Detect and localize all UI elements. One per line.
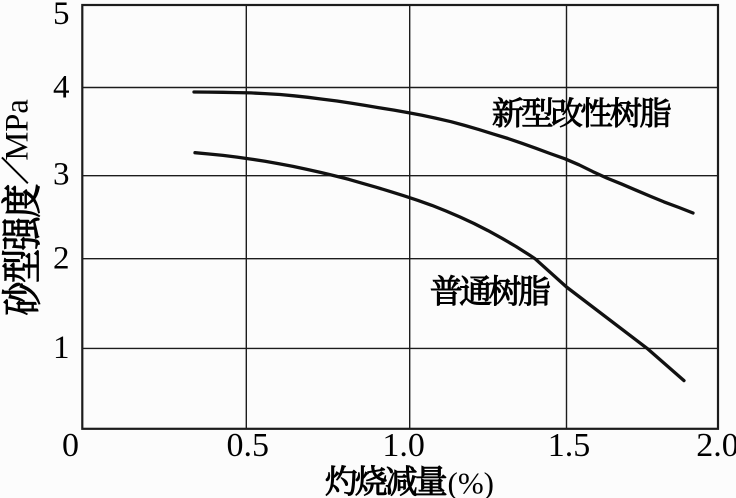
svg-text:(%): (%) [448, 466, 494, 498]
svg-text:3: 3 [53, 156, 70, 192]
svg-text:5: 5 [53, 0, 70, 32]
svg-text:1.5: 1.5 [548, 427, 591, 464]
svg-text:2.0: 2.0 [696, 427, 736, 464]
svg-text:0: 0 [62, 427, 79, 464]
svg-text:2: 2 [53, 241, 70, 277]
svg-text:4: 4 [53, 69, 70, 105]
svg-text:1: 1 [53, 330, 70, 366]
svg-text:0.5: 0.5 [226, 427, 269, 464]
svg-text:1.0: 1.0 [382, 427, 425, 464]
svg-text:MPa: MPa [0, 99, 36, 160]
